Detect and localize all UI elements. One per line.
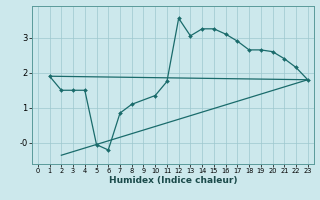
X-axis label: Humidex (Indice chaleur): Humidex (Indice chaleur) xyxy=(108,176,237,185)
